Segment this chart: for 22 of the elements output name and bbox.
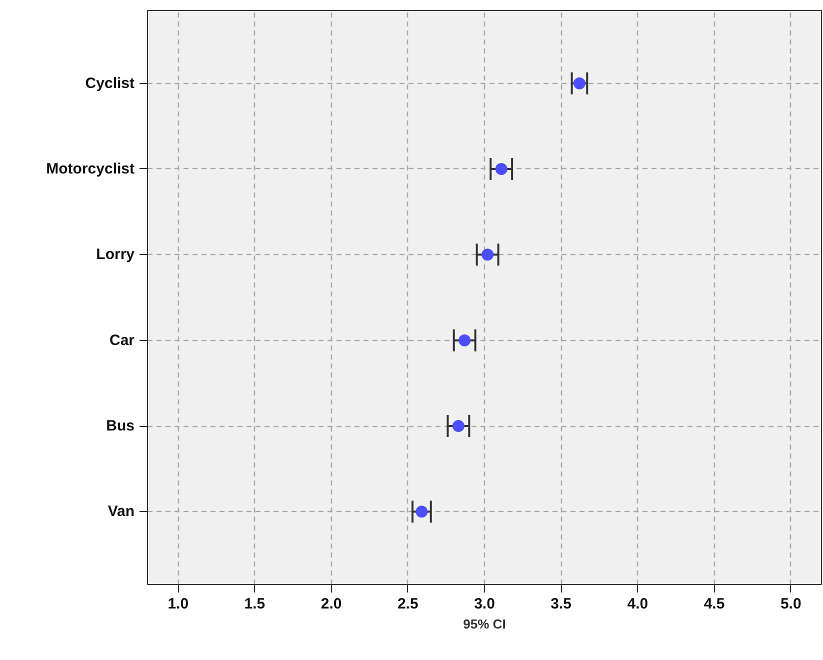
x-tick-label: 1.5	[244, 596, 266, 612]
y-tick-label: Motorcyclist	[46, 160, 135, 178]
point	[458, 334, 471, 346]
x-tick-label: 1.0	[168, 596, 189, 612]
point	[573, 77, 586, 90]
x-axis-title: 95% CI	[463, 616, 506, 632]
y-tick-label: Lorry	[96, 246, 136, 264]
point	[416, 506, 428, 518]
x-tick-label: 2.5	[397, 596, 418, 612]
x-tick-label: 3.5	[550, 596, 572, 612]
y-tick-label: Car	[109, 332, 135, 349]
x-tick-label: 2.0	[320, 596, 342, 612]
point	[452, 420, 464, 432]
x-tick-label: 3.0	[474, 596, 495, 612]
x-tick-label: 5.0	[780, 596, 802, 612]
y-tick-label: Cyclist	[85, 74, 135, 92]
x-tick-label: 4.0	[627, 596, 648, 612]
x-tick-label: 4.5	[704, 596, 725, 612]
y-tick-label: Bus	[106, 418, 135, 435]
point	[495, 163, 508, 175]
y-tick-label: Van	[108, 503, 135, 520]
point	[482, 248, 494, 261]
